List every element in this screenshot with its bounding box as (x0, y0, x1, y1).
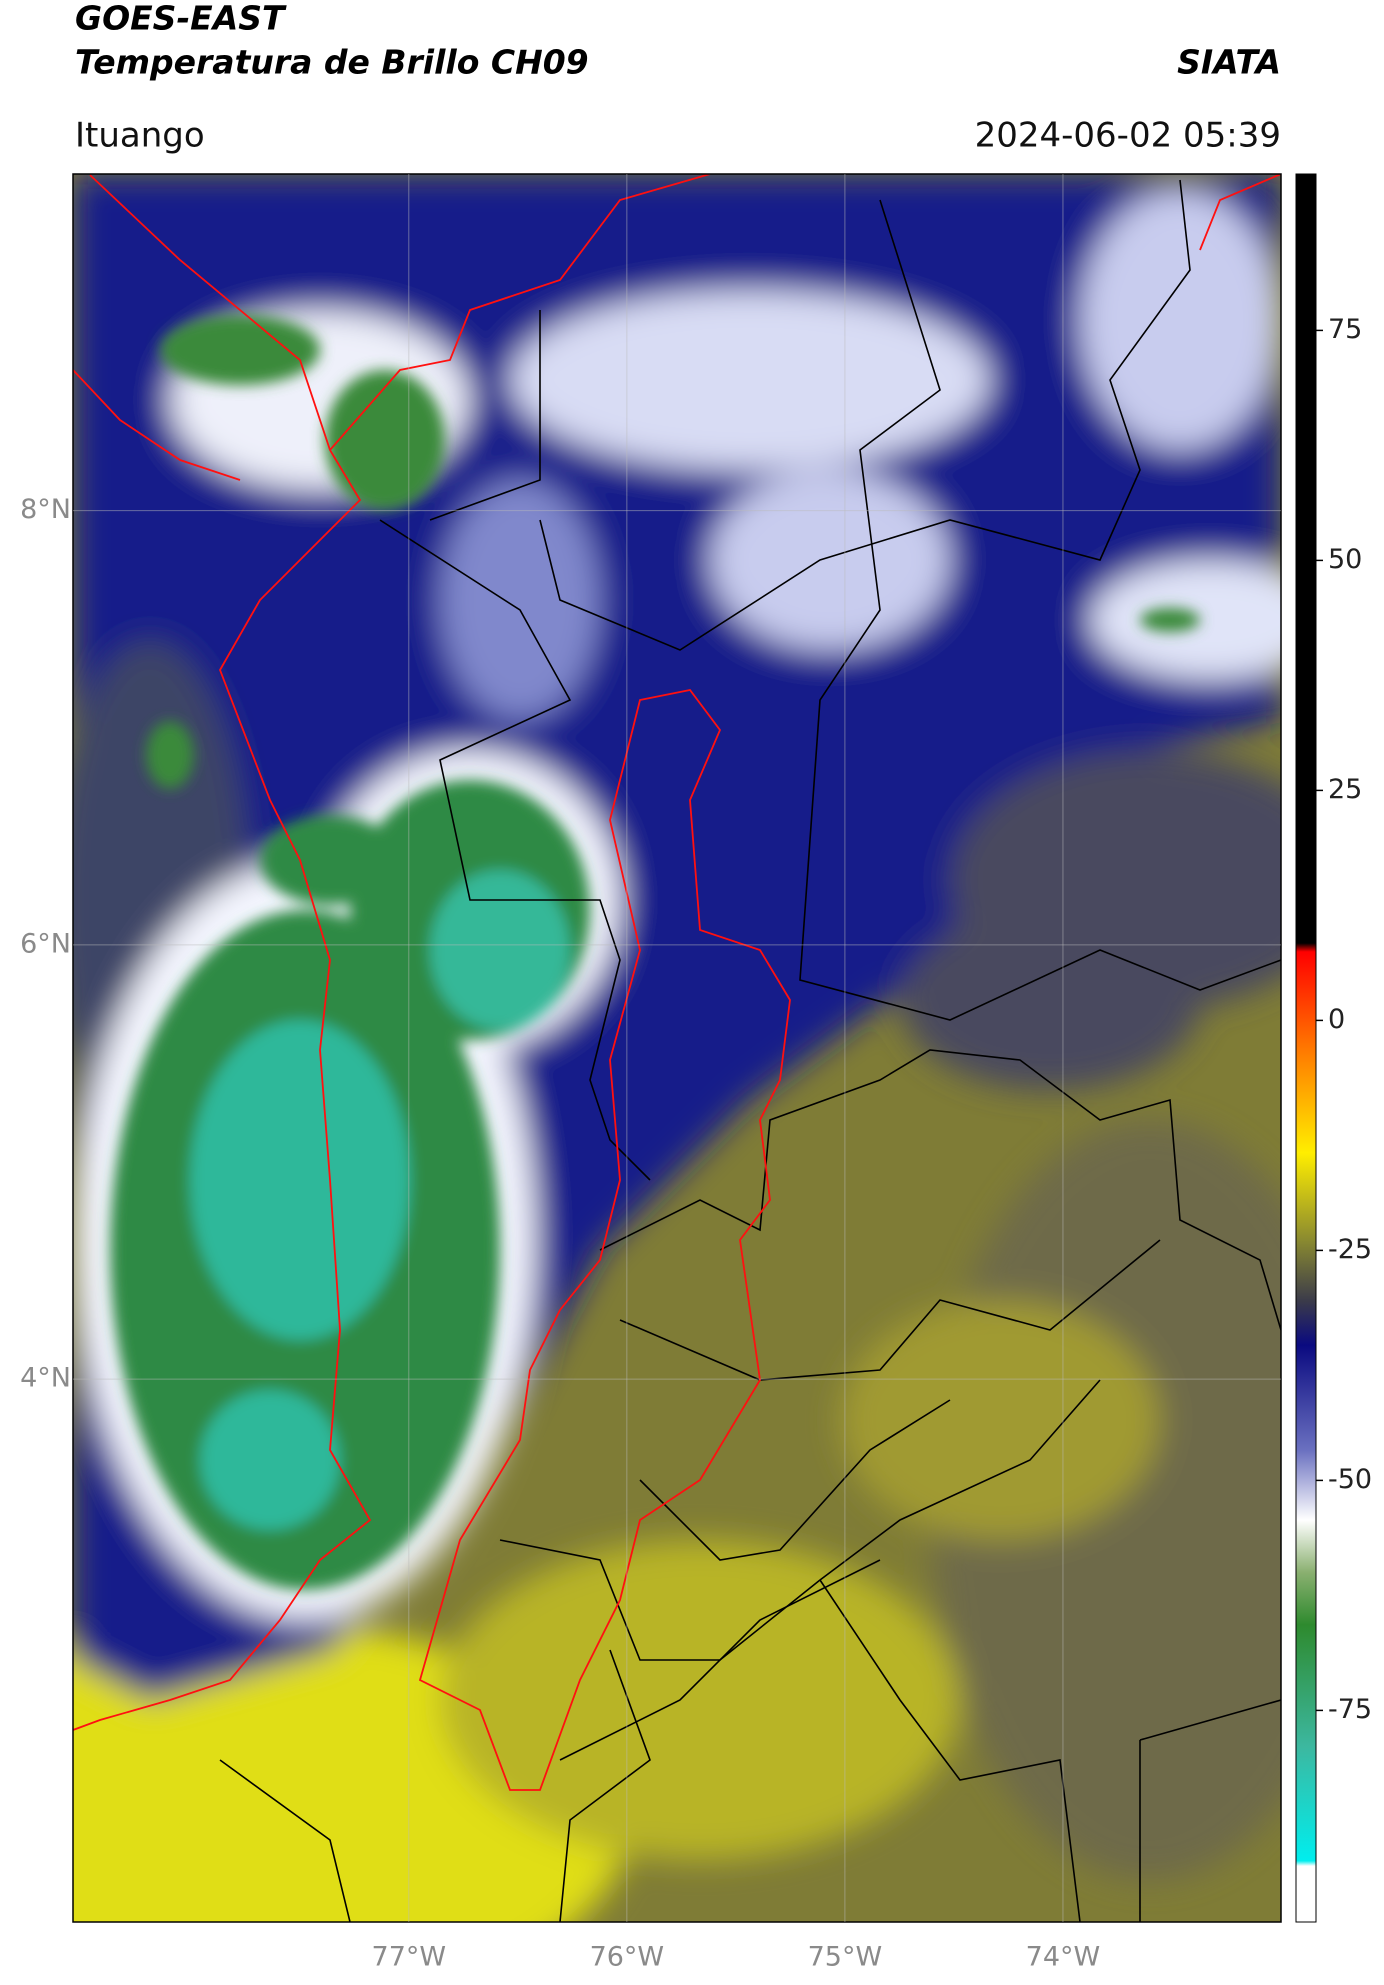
location: Ituango (75, 116, 205, 156)
source: SIATA (1177, 43, 1281, 82)
lon-label: 74°W (1026, 1942, 1101, 1973)
map-frame (72, 173, 1282, 1923)
colorbar-tick-label: 0 (1328, 1004, 1345, 1035)
colorbar-tick-label: -75 (1328, 1694, 1372, 1725)
colorbar-tick-label: -50 (1328, 1464, 1372, 1495)
subtitle: Temperatura de Brillo CH09 (75, 43, 589, 82)
satellite-image (73, 174, 1281, 1922)
colorbar (1296, 174, 1316, 1922)
colorbar-tick-label: -25 (1328, 1234, 1372, 1265)
lon-label: 76°W (590, 1942, 665, 1973)
lat-label: 8°N (20, 494, 71, 525)
lat-label: 4°N (20, 1363, 71, 1394)
lat-label: 6°N (20, 928, 71, 959)
grid (73, 174, 1281, 1922)
colorbar-frame (1295, 173, 1317, 1923)
colorbar-tick-label: 50 (1328, 544, 1362, 575)
lon-label: 75°W (808, 1942, 883, 1973)
title: GOES-EAST (75, 0, 287, 38)
colorbar-tick-label: 25 (1328, 774, 1362, 805)
timestamp: 2024-06-02 05:39 (975, 116, 1281, 156)
lon-label: 77°W (372, 1942, 447, 1973)
colorbar-tick-label: 75 (1328, 314, 1362, 345)
